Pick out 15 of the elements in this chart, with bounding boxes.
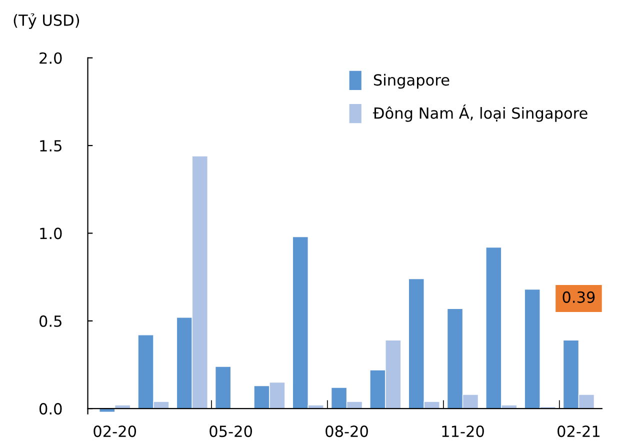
y-tick-label: 2.0 <box>40 52 62 64</box>
legend-label: Singapore <box>374 74 450 89</box>
x-tick-label: 05-20 <box>210 426 252 438</box>
y-tick-label: 1.5 <box>40 140 62 152</box>
y-tick-label: 0.0 <box>39 403 62 415</box>
y-tick-label: 0.5 <box>39 315 62 327</box>
x-tick-label: 02-21 <box>558 426 600 438</box>
x-tick-label: 08-20 <box>326 426 368 438</box>
legend-label: Đông Nam Á, loại Singapore <box>373 104 588 122</box>
annotation: 0.39 <box>562 291 595 303</box>
x-tick-label: 02-20 <box>94 426 136 438</box>
x-tick-label: 11-20 <box>442 426 484 438</box>
bar <box>215 366 232 409</box>
y-tick-label: 1.0 <box>40 228 62 240</box>
y-axis-title: (Tỷ USD) <box>14 13 80 29</box>
